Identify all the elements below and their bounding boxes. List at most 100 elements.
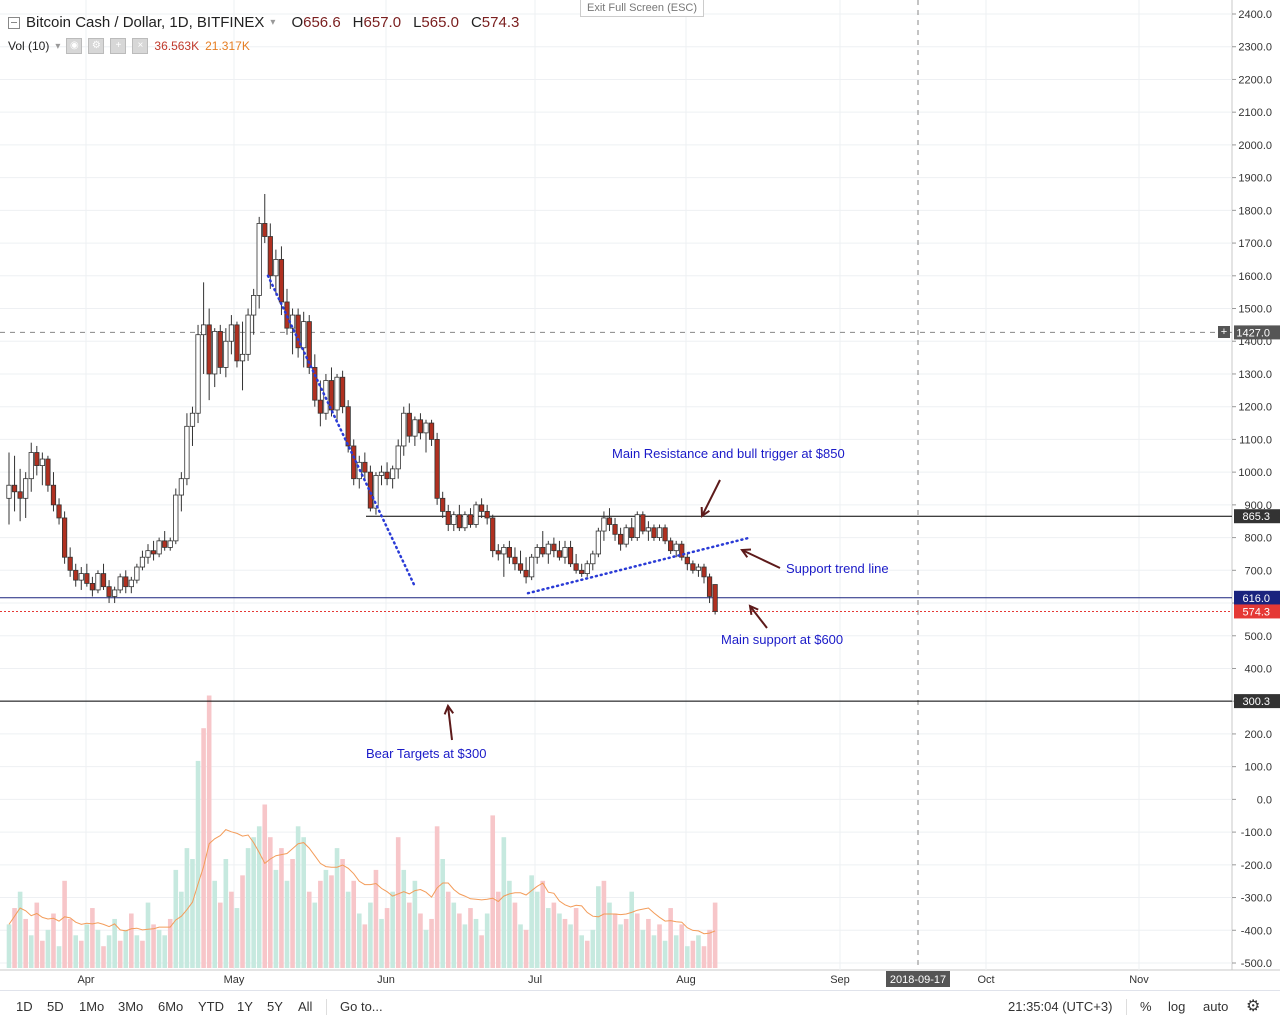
price-label-text: 1427.0 [1236, 327, 1270, 339]
range-1mo[interactable]: 1Mo [79, 999, 105, 1014]
annotation-trendline: Support trend line [786, 561, 889, 576]
range-6mo[interactable]: 6Mo [158, 999, 184, 1014]
x-tick-label: Apr [77, 974, 94, 986]
volume-bar [646, 918, 651, 968]
price-label-text: 616.0 [1242, 593, 1270, 605]
chevron-down-icon[interactable]: ▾ [55, 40, 61, 52]
volume-bar [573, 908, 579, 968]
support-trend-line [526, 536, 752, 595]
volume-bar [51, 913, 56, 968]
chevron-down-icon[interactable]: ▾ [270, 17, 276, 28]
candle-body [467, 514, 474, 525]
candle-body [301, 321, 307, 349]
volume-bar [6, 924, 12, 968]
candle-body [223, 340, 229, 368]
volume-bar [479, 935, 484, 968]
volume-bar [440, 859, 445, 968]
candle-body [595, 530, 601, 555]
candle-body [184, 425, 190, 480]
range-1y[interactable]: 1Y [237, 999, 253, 1014]
exit-fullscreen-button[interactable]: Exit Full Screen (ESC) [580, 0, 705, 17]
volume-bar [117, 940, 123, 968]
candle-body [317, 399, 323, 414]
x-tick-label: Sep [830, 974, 850, 986]
volume-bar [557, 913, 562, 968]
candle-body [178, 478, 184, 496]
price-label-box [1234, 509, 1280, 524]
volume-bar [468, 908, 473, 968]
y-tick-label: 1900.0 [1238, 173, 1272, 185]
symbol-title[interactable]: Bitcoin Cash / Dollar, 1D, BITFINEX [26, 14, 265, 31]
range-5y[interactable]: 5Y [267, 999, 283, 1014]
y-tick-label: -300.0 [1241, 893, 1272, 905]
volume-bar [607, 902, 612, 968]
volume-bar [84, 924, 90, 968]
volume-bar [295, 826, 301, 968]
candle-body [50, 484, 57, 506]
range-5d[interactable]: 5D [47, 999, 64, 1014]
crosshair-date-box [886, 971, 950, 987]
price-chart[interactable]: 2400.0 2300.0 2200.0 2100.0 2000.0 1900.0 1800… [0, 0, 1280, 990]
add-alert-icon[interactable]: + [1218, 326, 1230, 338]
candle-body [139, 556, 146, 568]
candle-body [284, 301, 290, 329]
volume-bar [390, 891, 395, 968]
settings-icon[interactable]: ⚙ [88, 38, 105, 54]
candle-body [212, 331, 218, 375]
candle-body [645, 527, 652, 532]
price-label-text: 300.3 [1242, 696, 1270, 708]
y-tick-label: 200.0 [1244, 729, 1272, 741]
candle-body [579, 569, 585, 574]
volume-bar [151, 924, 156, 968]
candle-body [173, 494, 179, 542]
gear-icon[interactable]: ⚙ [1246, 998, 1261, 1015]
candle-body [245, 314, 251, 355]
candle-body [590, 553, 596, 565]
y-tick-label: 400.0 [1244, 663, 1272, 675]
candle-body [78, 573, 84, 581]
x-tick-label: Aug [676, 974, 696, 986]
goto-button[interactable]: Go to... [340, 999, 383, 1014]
candle-body [656, 527, 663, 538]
candle-body [390, 468, 396, 480]
collapse-icon[interactable] [8, 16, 20, 29]
volume-bar [206, 695, 212, 968]
arrow-head-icon [748, 604, 759, 616]
range-all[interactable]: All [298, 999, 313, 1014]
range-ytd[interactable]: YTD [198, 999, 224, 1014]
volume-bar [179, 891, 184, 968]
range-3mo[interactable]: 3Mo [118, 999, 144, 1014]
candle-body [618, 533, 624, 545]
volume-bar [418, 913, 423, 968]
volume-label[interactable]: Vol (10) [8, 39, 50, 53]
log-toggle[interactable]: log [1168, 999, 1186, 1014]
candle-body [262, 223, 268, 237]
volume-bar [101, 946, 106, 968]
candle-body [256, 223, 262, 296]
add-icon[interactable]: + [110, 38, 127, 54]
volume-bar [290, 859, 295, 968]
close-icon[interactable]: × [132, 38, 149, 54]
y-tick-label: 100.0 [1244, 762, 1272, 774]
volume-bar [629, 891, 635, 968]
volume-bar [268, 837, 273, 968]
y-tick-label: 1800.0 [1238, 205, 1272, 217]
volume-bar [534, 891, 540, 968]
range-1d[interactable]: 1D [16, 999, 33, 1014]
y-tick-label: 500.0 [1244, 631, 1272, 643]
volume-bar [167, 918, 173, 968]
y-tick-label: 900.0 [1244, 500, 1272, 512]
volume-bar [596, 886, 601, 968]
volume-bar [134, 935, 140, 968]
candle-body [701, 566, 707, 578]
bottom-toolbar: 1D 5D 1Mo 3Mo 6Mo YTD 1Y 5Y All Go to...… [0, 990, 1280, 1025]
auto-toggle[interactable]: auto [1203, 999, 1229, 1014]
candle-body [251, 295, 257, 316]
eye-icon[interactable]: ◉ [66, 38, 83, 54]
volume-series [6, 695, 718, 968]
candle-body [328, 380, 335, 411]
volume-bar [223, 859, 229, 968]
percent-toggle[interactable]: % [1140, 999, 1152, 1014]
candle-body [312, 367, 318, 401]
candle-body [651, 527, 657, 538]
